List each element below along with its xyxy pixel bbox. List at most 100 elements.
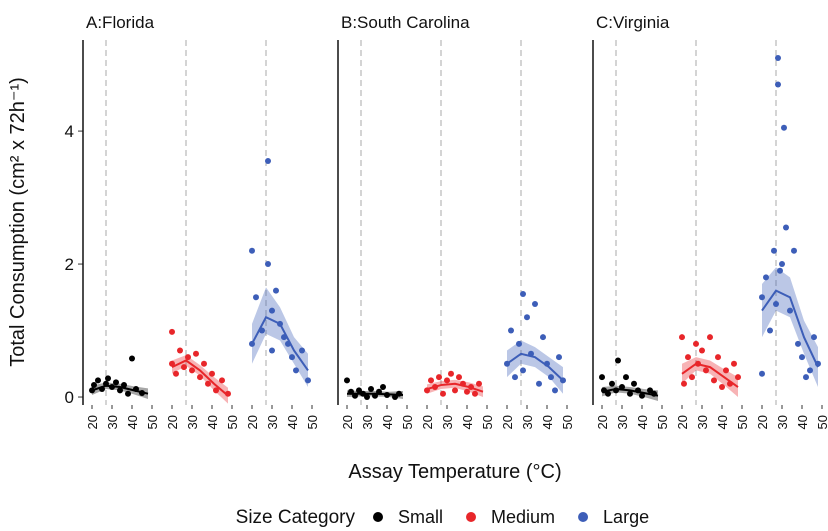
x-tick-label: 50 xyxy=(655,415,670,429)
x-tick-label: 30 xyxy=(185,415,200,429)
data-point xyxy=(536,380,542,387)
data-point xyxy=(201,360,207,367)
data-point xyxy=(775,54,781,61)
data-point xyxy=(759,294,765,301)
x-tick-label: 50 xyxy=(305,415,320,429)
x-tick-label: 50 xyxy=(400,415,415,429)
panel-title: C:Virginia xyxy=(596,13,670,32)
data-point xyxy=(293,367,299,374)
legend-label: Small xyxy=(398,507,443,527)
data-point xyxy=(699,347,705,354)
y-tick-label: 2 xyxy=(65,255,74,274)
fit-line xyxy=(91,384,149,395)
y-axis-label: Total Consumption (cm² x 72h⁻¹) xyxy=(7,77,29,367)
data-point xyxy=(265,158,271,165)
data-point xyxy=(763,274,769,281)
data-point xyxy=(647,387,653,394)
data-point xyxy=(91,382,97,389)
data-point xyxy=(121,382,127,389)
data-point xyxy=(807,367,813,374)
x-tick-label: 20 xyxy=(755,415,770,429)
data-point xyxy=(448,370,454,377)
data-point xyxy=(759,370,765,377)
fit-line xyxy=(426,382,484,393)
data-point xyxy=(623,374,629,381)
data-point xyxy=(719,384,725,391)
data-point xyxy=(779,261,785,268)
data-point xyxy=(209,370,215,377)
data-point xyxy=(289,354,295,361)
legend-marker xyxy=(466,512,477,522)
data-point xyxy=(169,328,175,335)
data-point xyxy=(520,367,526,374)
data-point xyxy=(299,347,305,354)
fit-line xyxy=(761,289,819,368)
data-point xyxy=(95,377,101,384)
fit-ribbon xyxy=(507,340,563,394)
data-point xyxy=(715,354,721,361)
fit-line xyxy=(251,315,309,372)
x-tick-label: 20 xyxy=(340,415,355,429)
data-point xyxy=(129,355,135,362)
data-point xyxy=(436,374,442,381)
data-point xyxy=(452,387,458,394)
data-point xyxy=(169,360,175,367)
legend-marker xyxy=(373,512,383,522)
data-point xyxy=(707,334,713,341)
data-point xyxy=(689,374,695,381)
x-tick-label: 40 xyxy=(380,415,395,429)
data-point xyxy=(185,354,191,361)
data-point xyxy=(428,377,434,384)
data-point xyxy=(685,354,691,361)
data-point xyxy=(464,388,470,395)
data-point xyxy=(520,290,526,297)
data-point xyxy=(456,374,462,381)
x-tick-label: 30 xyxy=(695,415,710,429)
data-point xyxy=(205,380,211,387)
x-tick-label: 50 xyxy=(145,415,160,429)
data-point xyxy=(269,307,275,314)
data-point xyxy=(253,294,259,301)
data-point xyxy=(173,370,179,377)
fit-ribbon xyxy=(172,355,228,404)
data-point xyxy=(181,364,187,371)
data-point xyxy=(273,287,279,294)
data-point xyxy=(615,357,621,364)
data-point xyxy=(105,375,111,382)
data-point xyxy=(197,374,203,381)
data-point xyxy=(512,374,518,381)
x-tick-label: 50 xyxy=(225,415,240,429)
x-tick-label: 40 xyxy=(540,415,555,429)
x-tick-label: 40 xyxy=(795,415,810,429)
data-point xyxy=(681,380,687,387)
data-point xyxy=(781,124,787,131)
data-point xyxy=(249,247,255,254)
data-point xyxy=(269,347,275,354)
fit-line xyxy=(681,362,739,388)
data-point xyxy=(125,390,131,397)
data-point xyxy=(193,350,199,357)
data-point xyxy=(540,334,546,341)
panel-title: B:South Carolina xyxy=(341,13,470,32)
x-tick-label: 20 xyxy=(595,415,610,429)
data-point xyxy=(599,374,605,381)
legend-label: Large xyxy=(603,507,649,527)
data-point xyxy=(344,377,350,384)
data-point xyxy=(703,367,709,374)
data-point xyxy=(508,327,514,334)
data-point xyxy=(723,367,729,374)
x-axis-label: Assay Temperature (°C) xyxy=(348,461,561,483)
y-tick-label: 0 xyxy=(65,388,74,407)
x-tick-label: 30 xyxy=(775,415,790,429)
data-point xyxy=(472,390,478,397)
x-tick-label: 20 xyxy=(165,415,180,429)
fit-ribbon xyxy=(682,357,738,398)
data-point xyxy=(735,374,741,381)
data-point xyxy=(552,387,558,394)
x-tick-label: 40 xyxy=(125,415,140,429)
data-point xyxy=(548,374,554,381)
data-point xyxy=(476,380,482,387)
x-tick-label: 40 xyxy=(285,415,300,429)
data-point xyxy=(265,261,271,268)
data-point xyxy=(444,377,450,384)
